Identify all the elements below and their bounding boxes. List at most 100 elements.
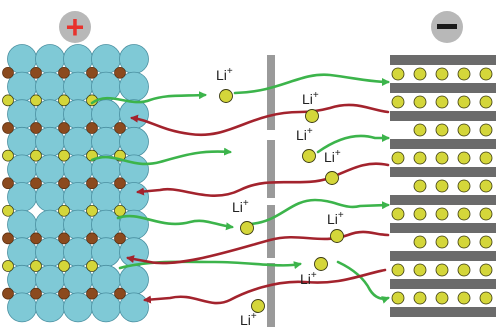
cathode-metal-ion	[2, 232, 14, 245]
graphite-layer	[390, 279, 496, 289]
anode-lithium-ion	[479, 235, 493, 249]
cathode-lithium-ion	[58, 94, 70, 107]
anode-lithium-ion	[435, 95, 449, 109]
anode-graphite	[390, 55, 496, 317]
cathode-metal-ion	[30, 177, 42, 190]
cathode-metal-ion	[86, 66, 98, 79]
cathode-metal-ion	[114, 287, 126, 300]
anode-lithium-ion	[457, 207, 471, 221]
free-lithium-ion	[240, 221, 254, 235]
anode-lithium-ion	[479, 263, 493, 277]
anode-lithium-ion	[413, 207, 427, 221]
separator	[267, 55, 275, 327]
anode-lithium-ion	[457, 123, 471, 137]
anode-lithium-ion	[457, 95, 471, 109]
cathode-lithium-ion	[114, 204, 126, 217]
ion-label-base: Li	[300, 271, 311, 287]
graphite-layer	[390, 83, 496, 93]
anode-lithium-ion	[413, 95, 427, 109]
lithium-ion-label: Li+	[324, 148, 341, 165]
cathode-lithium-ion	[30, 149, 42, 162]
anode-lithium-ion	[413, 123, 427, 137]
lithium-ion-label: Li+	[216, 66, 233, 83]
graphite-layer	[390, 251, 496, 261]
ion-label-charge: +	[307, 126, 313, 137]
cathode-metal-ion	[86, 177, 98, 190]
discharge-arrow-red	[130, 103, 390, 137]
lithium-ion-label: Li+	[300, 270, 317, 287]
ion-label-charge: +	[243, 198, 249, 209]
anode-lithium-ion	[413, 291, 427, 305]
lithium-ion-label: Li+	[296, 126, 313, 143]
free-lithium-ion	[219, 89, 233, 103]
free-lithium-ion	[251, 299, 265, 313]
ion-label-charge: +	[227, 66, 233, 77]
anode-lithium-ion	[391, 95, 405, 109]
ion-label-charge: +	[313, 90, 319, 101]
charge-arrow-green	[248, 198, 390, 226]
charge-arrow-green	[316, 134, 390, 154]
anode-lithium-ion	[457, 67, 471, 81]
cathode-lithium-ion	[2, 260, 14, 272]
anode-lithium-ion	[479, 179, 493, 193]
graphite-layer	[390, 307, 496, 317]
anode-lithium-ion	[435, 151, 449, 165]
cathode-metal-ion	[30, 66, 42, 79]
anode-lithium-ion	[435, 67, 449, 81]
charge-arrow-green	[90, 91, 207, 105]
ion-label-base: Li	[240, 312, 251, 327]
anode-lithium-ion	[457, 151, 471, 165]
cathode-metal-ion	[86, 232, 98, 245]
ion-label-charge: +	[335, 148, 341, 159]
cathode-lattice	[2, 44, 149, 323]
cathode-lithium-ion	[2, 149, 14, 162]
separator-segment	[267, 55, 275, 130]
anode-lithium-ion	[457, 291, 471, 305]
separator-segment	[267, 263, 275, 327]
ion-label-base: Li	[296, 127, 307, 143]
charge-arrow-green	[233, 73, 390, 95]
cathode-metal-ion	[58, 177, 70, 190]
cathode-metal-ion	[2, 287, 14, 300]
cathode-metal-ion	[86, 287, 98, 300]
cathode-metal-ion	[114, 66, 126, 79]
anode-lithium-ion	[435, 291, 449, 305]
anode-lithium-ion	[413, 263, 427, 277]
cathode-metal-ion	[2, 66, 14, 79]
positive-terminal-symbol: +	[66, 9, 85, 45]
cathode-oxygen-sphere	[119, 292, 149, 323]
lithium-ion-label: Li+	[232, 198, 249, 215]
cathode-metal-ion	[58, 232, 70, 245]
free-lithium-ion	[305, 109, 319, 123]
charge-arrow-green	[336, 260, 390, 304]
separator-segment	[267, 140, 275, 198]
graphite-layer	[390, 139, 496, 149]
graphite-layer	[390, 55, 496, 65]
lithium-ion-label: Li+	[302, 90, 319, 107]
ion-label-charge: +	[338, 210, 344, 221]
graphite-layer	[390, 167, 496, 177]
cathode-lithium-ion	[86, 260, 98, 272]
cathode-lithium-ion	[58, 149, 70, 162]
anode-lithium-ion	[457, 263, 471, 277]
ion-label-base: Li	[327, 211, 338, 227]
cathode-lithium-ion	[30, 94, 42, 107]
anode-lithium-ion	[391, 207, 405, 221]
discharge-arrow-red	[126, 230, 390, 265]
cathode-metal-ion	[30, 287, 42, 300]
anode-lithium-ion	[413, 67, 427, 81]
anode-lithium-ion	[413, 179, 427, 193]
cathode-metal-ion	[2, 177, 14, 190]
discharge-arrow-red	[136, 162, 390, 197]
cathode-lithium-ion	[58, 260, 70, 272]
anode-lithium-ion	[413, 151, 427, 165]
lithium-ion-label: Li+	[327, 210, 344, 227]
cathode-metal-ion	[86, 122, 98, 134]
ion-flow-arrows	[90, 73, 390, 305]
lithium-ion-label: Li+	[240, 311, 257, 327]
ion-label-base: Li	[232, 199, 243, 215]
charge-arrow-green	[116, 214, 234, 231]
cathode-metal-ion	[58, 66, 70, 79]
anode-lithium-ion	[457, 235, 471, 249]
